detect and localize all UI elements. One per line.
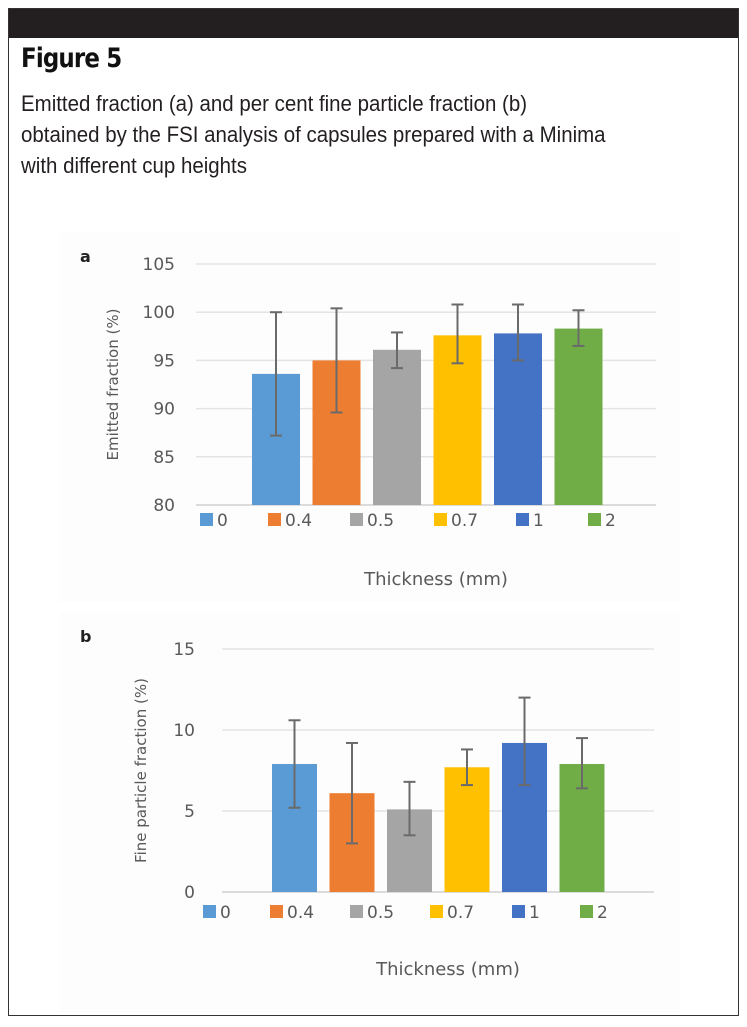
figure-caption: Emitted fraction (a) and per cent fine p… — [21, 88, 709, 181]
y-tick-label: 10 — [173, 721, 195, 741]
legend-swatch-1 — [512, 905, 525, 918]
legend-swatch-0.5 — [350, 905, 363, 918]
y-tick-label: 5 — [184, 802, 195, 822]
bar-1 — [494, 333, 542, 505]
caption-line: with different cup heights — [21, 153, 247, 178]
y-tick-label: 90 — [153, 400, 175, 420]
legend-swatch-0.5 — [350, 513, 363, 526]
x-axis-title: Thickness (mm) — [363, 569, 508, 590]
legend-label: 0.5 — [367, 903, 394, 923]
legend-label: 0 — [217, 511, 228, 531]
legend-swatch-0.7 — [434, 513, 447, 526]
legend-label: 0.7 — [447, 903, 474, 923]
legend-swatch-2 — [580, 905, 593, 918]
y-tick-label: 15 — [173, 640, 195, 660]
bar-0.5 — [373, 349, 421, 505]
legend-label: 0.5 — [367, 511, 394, 531]
y-tick-label: 105 — [143, 255, 175, 275]
legend-label: 2 — [597, 903, 608, 923]
panel-label: a — [80, 247, 91, 266]
figure-title: Figure 5 — [21, 43, 122, 74]
legend-swatch-0.4 — [270, 905, 283, 918]
y-tick-label: 85 — [153, 448, 175, 468]
panel-label: b — [80, 627, 91, 646]
y-tick-label: 80 — [153, 496, 175, 516]
legend-label: 0.4 — [287, 903, 314, 923]
bar-0.7 — [444, 767, 490, 892]
y-axis-title: Emitted fraction (%) — [104, 309, 122, 461]
legend-swatch-1 — [516, 513, 529, 526]
legend-label: 1 — [529, 903, 540, 923]
legend-swatch-2 — [588, 513, 601, 526]
legend-swatch-0.4 — [268, 513, 281, 526]
legend-label: 0.7 — [451, 511, 478, 531]
header-bar — [9, 9, 738, 38]
y-tick-label: 100 — [143, 303, 175, 323]
y-axis-title: Fine particle fraction (%) — [132, 678, 150, 863]
bar-2 — [554, 328, 603, 505]
legend-swatch-0.7 — [430, 905, 443, 918]
legend-label: 0.4 — [285, 511, 312, 531]
legend-label: 0 — [220, 903, 231, 923]
y-tick-label: 0 — [184, 883, 195, 903]
legend-label: 1 — [533, 511, 544, 531]
legend-swatch-0 — [203, 905, 216, 918]
caption-line: obtained by the FSI analysis of capsules… — [21, 122, 606, 147]
legend-label: 2 — [605, 511, 616, 531]
caption-line: Emitted fraction (a) and per cent fine p… — [21, 91, 528, 116]
x-axis-title: Thickness (mm) — [375, 959, 520, 980]
legend-swatch-0 — [200, 513, 213, 526]
y-tick-label: 95 — [153, 351, 175, 371]
